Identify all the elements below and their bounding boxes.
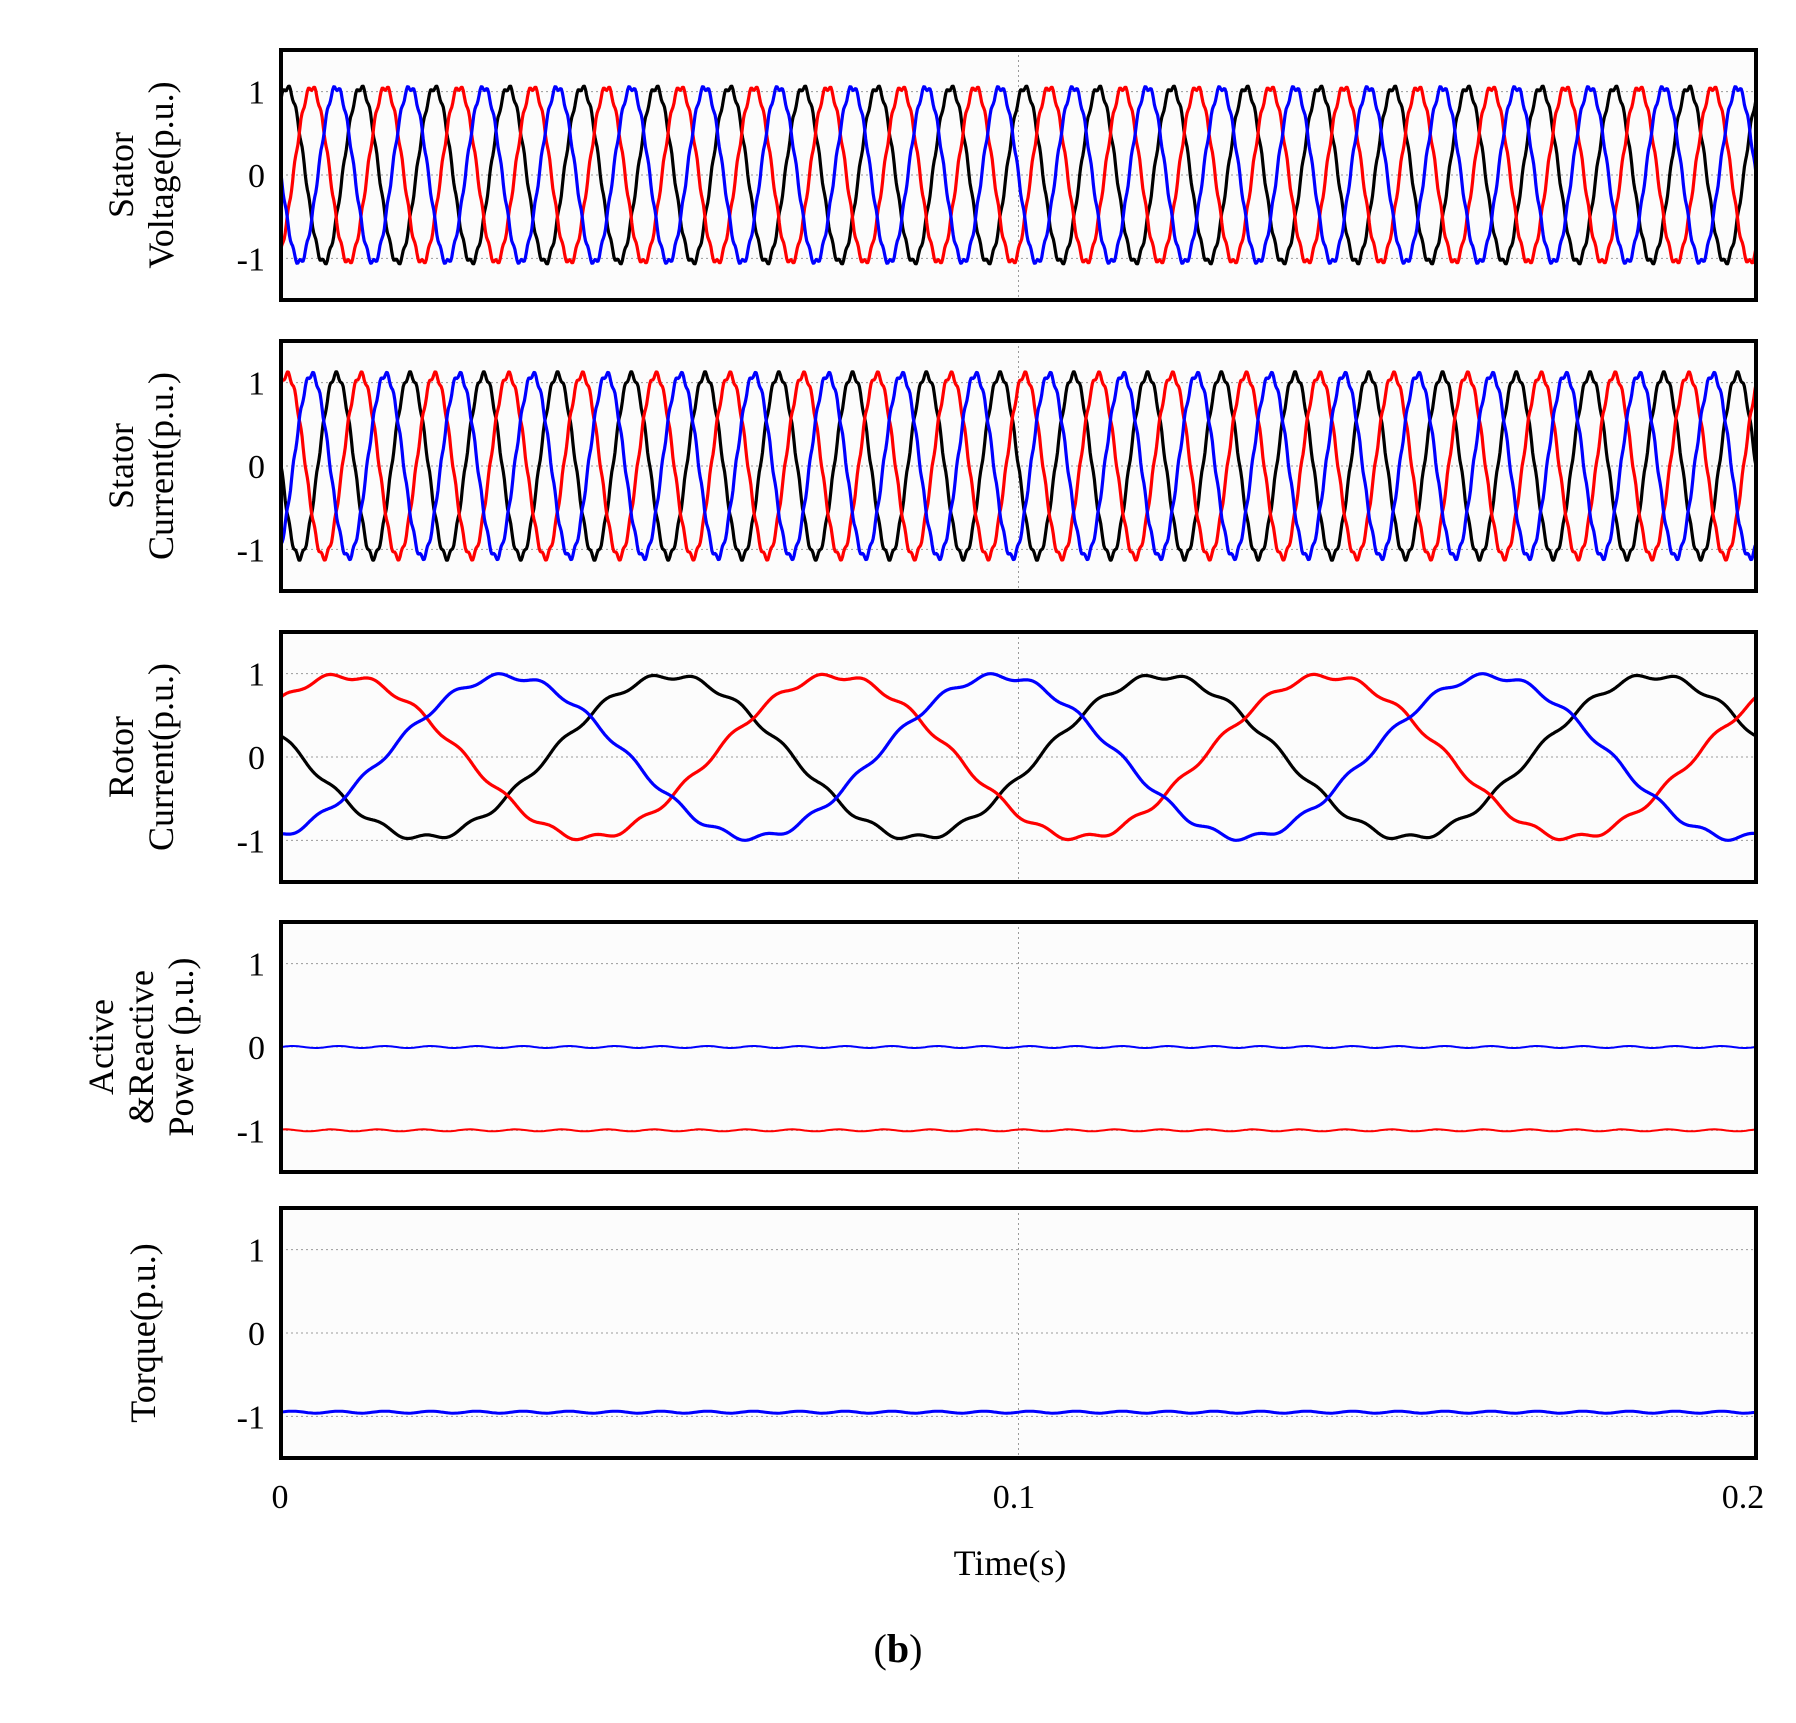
- x-tick-label-1: 0.1: [993, 1479, 1036, 1516]
- y-axis-label-active-reactive-power-line-2: Power (p.u.): [161, 958, 201, 1137]
- frame-rotor-current: [279, 630, 1758, 884]
- series-rotor-current-phase-b: [281, 672, 1756, 842]
- y-axis-label-stator-voltage-line-0: Stator: [101, 132, 141, 218]
- panel-stator-current: 1 0 -1 Stator Current(p.u.): [101, 339, 1758, 593]
- frame-active-reactive-power: [279, 920, 1758, 1174]
- caption-label: b: [887, 1626, 909, 1671]
- y-tick-label-stator-voltage-0: 1: [248, 75, 265, 112]
- panel-active-reactive-power: 1 0 -1 Active &Reactive Power (p.u.): [81, 920, 1758, 1174]
- y-tick-label-stator-current-1: 0: [248, 449, 265, 486]
- y-axis-label-active-reactive-power-line-1: &Reactive: [121, 970, 161, 1124]
- x-axis: 0 0.1 0.2 Time(s): [272, 1479, 1765, 1583]
- y-tick-label-stator-current-0: 1: [248, 366, 265, 403]
- series-torque-torque: [281, 1409, 1756, 1415]
- y-axis-label-active-reactive-power-line-0: Active: [81, 999, 121, 1095]
- panel-torque: 1 0 -1 Torque(p.u.): [123, 1206, 1758, 1460]
- series-active-reactive-power-reactive-power: [281, 1045, 1756, 1049]
- y-tick-label-active-reactive-power-1: 0: [248, 1030, 265, 1067]
- y-tick-label-torque-2: -1: [237, 1399, 265, 1436]
- y-axis-label-stator-current-line-0: Stator: [101, 423, 141, 509]
- series-stator-current-phase-a: [281, 370, 1756, 562]
- y-tick-label-stator-voltage-1: 0: [248, 158, 265, 195]
- caption-close: ): [909, 1626, 922, 1671]
- y-tick-label-active-reactive-power-0: 1: [248, 947, 265, 984]
- x-tick-label-2: 0.2: [1722, 1479, 1765, 1516]
- series-stator-voltage-phase-c: [281, 85, 1756, 265]
- y-axis-label-torque-line-0: Torque(p.u.): [123, 1243, 163, 1422]
- y-axis-label-rotor-current-line-0: Rotor: [101, 716, 141, 798]
- figure-caption: (b): [874, 1626, 923, 1671]
- y-axis-label-rotor-current-line-1: Current(p.u.): [141, 663, 181, 851]
- y-tick-label-active-reactive-power-2: -1: [237, 1113, 265, 1150]
- frame-torque: [279, 1206, 1758, 1460]
- x-axis-label: Time(s): [954, 1543, 1067, 1583]
- traces-stator-voltage: [281, 84, 1756, 266]
- series-stator-current-phase-b: [281, 370, 1756, 562]
- panel-rotor-current: 1 0 -1 Rotor Current(p.u.): [101, 630, 1758, 884]
- series-rotor-current-phase-a: [281, 673, 1756, 841]
- series-rotor-current-phase-c: [281, 672, 1756, 842]
- y-tick-label-stator-voltage-2: -1: [237, 241, 265, 278]
- series-stator-voltage-phase-a: [281, 84, 1756, 266]
- y-axis-label-stator-voltage-line-1: Voltage(p.u.): [141, 81, 181, 268]
- y-axis-label-stator-current-line-1: Current(p.u.): [141, 372, 181, 560]
- traces-active-reactive-power: [281, 1045, 1756, 1133]
- caption-open: (: [874, 1626, 887, 1671]
- y-tick-label-torque-0: 1: [248, 1233, 265, 1270]
- frame-stator-voltage: [279, 48, 1758, 302]
- y-tick-label-rotor-current-2: -1: [237, 823, 265, 860]
- series-stator-voltage-phase-b: [281, 85, 1756, 265]
- panel-stator-voltage: 1 0 -1 Stator Voltage(p.u.): [101, 48, 1758, 302]
- y-tick-label-rotor-current-1: 0: [248, 740, 265, 777]
- series-stator-current-phase-c: [281, 370, 1756, 562]
- y-tick-label-rotor-current-0: 1: [248, 657, 265, 694]
- traces-rotor-current: [281, 672, 1756, 842]
- traces-stator-current: [281, 370, 1756, 562]
- traces-torque: [281, 1409, 1756, 1415]
- frame-stator-current: [279, 339, 1758, 593]
- series-active-reactive-power-active-power: [281, 1128, 1756, 1133]
- y-tick-label-stator-current-2: -1: [237, 532, 265, 569]
- x-tick-label-0: 0: [272, 1479, 289, 1516]
- y-tick-label-torque-1: 0: [248, 1316, 265, 1353]
